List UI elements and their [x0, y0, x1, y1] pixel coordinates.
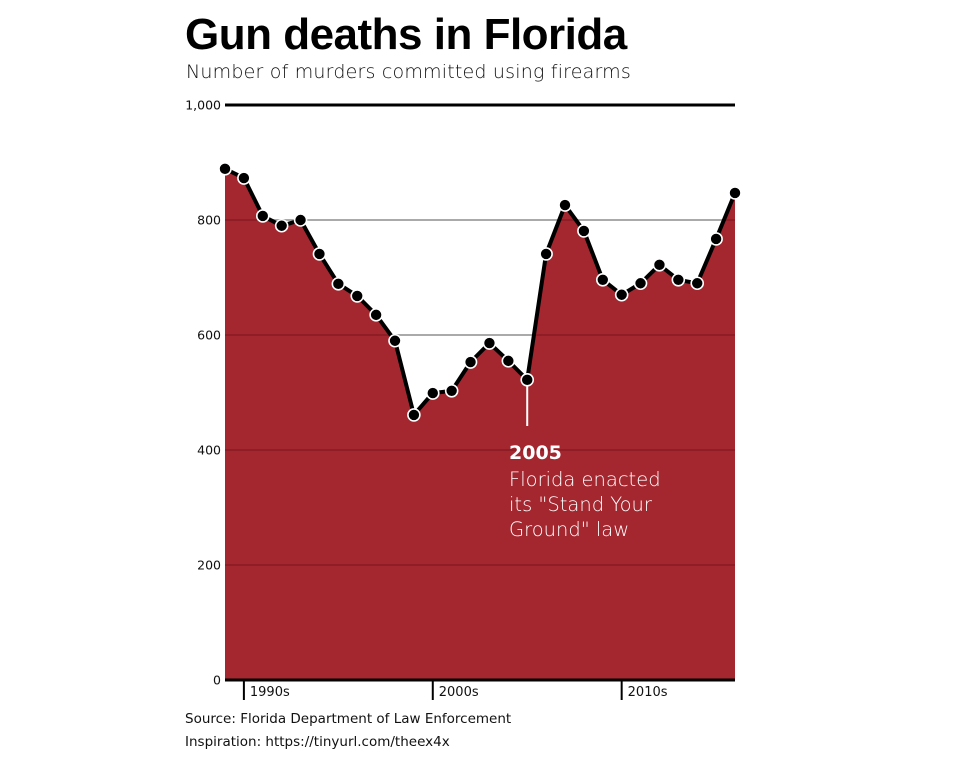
- data-point: [237, 171, 251, 185]
- y-tick-label: 200: [197, 558, 221, 573]
- data-point: [482, 336, 497, 350]
- data-point: [463, 355, 478, 369]
- y-tick-label: 0: [213, 673, 221, 688]
- data-point: [407, 408, 421, 422]
- annotation: 2005 Florida enacted its "Stand Your Gro…: [509, 442, 661, 541]
- annotation-text-line: Florida enacted: [509, 468, 661, 491]
- y-tick-label: 600: [197, 328, 221, 343]
- data-point: [595, 272, 610, 287]
- y-tick-label: 800: [197, 213, 221, 228]
- data-point: [274, 218, 289, 233]
- data-point: [501, 354, 516, 368]
- data-point: [690, 276, 705, 291]
- data-point: [671, 272, 686, 287]
- y-tick-labels: 0 200 400 600 800 1,000: [185, 98, 221, 688]
- data-point: [520, 373, 535, 387]
- data-point: [218, 162, 232, 176]
- data-points: [218, 162, 742, 422]
- annotation-year: 2005: [509, 442, 562, 464]
- y-tick-label: 400: [197, 443, 221, 458]
- series-line: [224, 167, 737, 417]
- annotation-text-line: its "Stand Your: [509, 493, 652, 516]
- data-point: [558, 198, 572, 212]
- data-point: [539, 247, 553, 261]
- data-point: [350, 289, 365, 303]
- area-fill: [225, 168, 735, 681]
- data-point: [369, 308, 383, 322]
- annotation-text-line: Ground" law: [509, 518, 629, 541]
- inspiration-note: Inspiration: https://tinyurl.com/theex4x: [185, 734, 450, 750]
- axes: [225, 103, 735, 682]
- data-point: [614, 287, 629, 302]
- data-point: [633, 276, 648, 291]
- x-tick-label: 1990s: [250, 685, 290, 700]
- data-point: [255, 209, 270, 223]
- data-point: [444, 383, 459, 398]
- data-point: [709, 232, 723, 246]
- source-note: Source: Florida Department of Law Enforc…: [185, 711, 512, 727]
- chart-title: Gun deaths in Florida: [185, 10, 627, 59]
- data-point: [331, 277, 346, 291]
- data-point: [388, 333, 402, 348]
- data-point: [312, 247, 327, 261]
- x-tick-labels: 1990s 2000s 2010s: [242, 680, 668, 700]
- data-point: [425, 386, 440, 400]
- x-tick-label: 2000s: [439, 685, 479, 700]
- data-point: [293, 213, 308, 227]
- data-point: [577, 224, 591, 238]
- x-tick-label: 2010s: [628, 685, 668, 700]
- data-point: [652, 258, 667, 272]
- data-point: [728, 186, 742, 200]
- y-tick-label: 1,000: [185, 98, 221, 113]
- chart-subtitle: Number of murders committed using firear…: [186, 61, 631, 83]
